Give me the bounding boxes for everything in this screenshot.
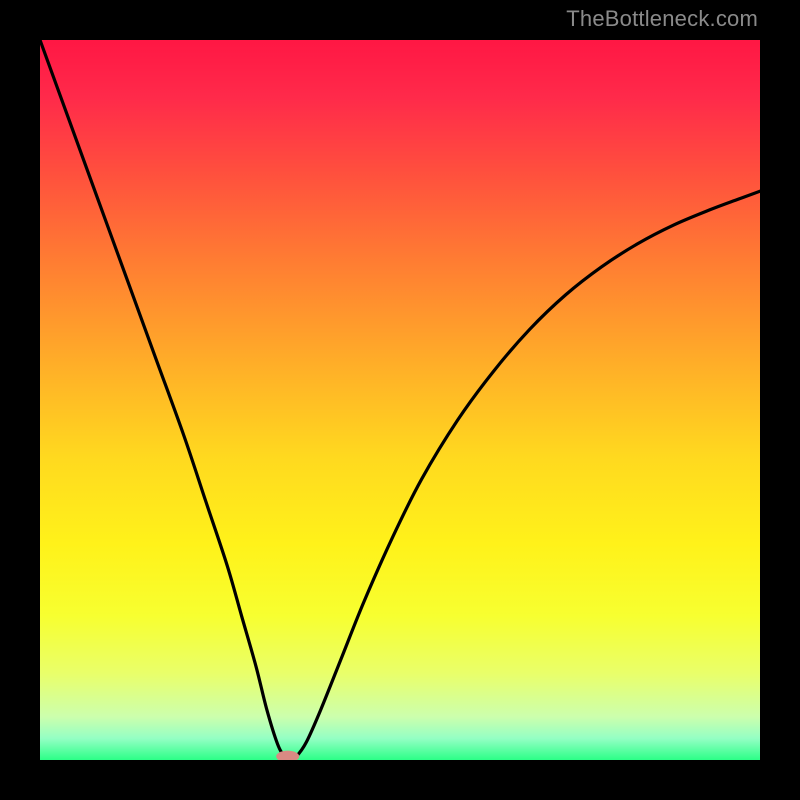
plot-svg xyxy=(40,40,760,760)
frame-right xyxy=(760,0,800,800)
plot-area xyxy=(40,40,760,760)
frame-bottom xyxy=(0,760,800,800)
bottleneck-chart: TheBottleneck.com xyxy=(0,0,800,800)
watermark-text: TheBottleneck.com xyxy=(566,6,758,32)
frame-left xyxy=(0,0,40,800)
gradient-background xyxy=(40,40,760,760)
